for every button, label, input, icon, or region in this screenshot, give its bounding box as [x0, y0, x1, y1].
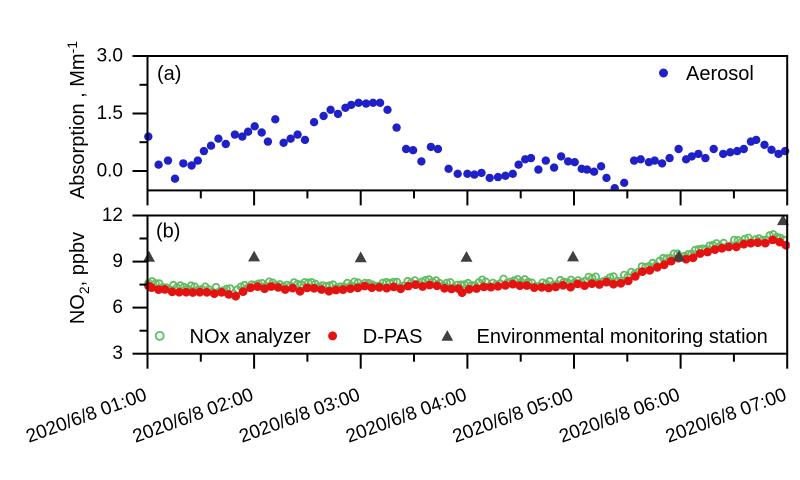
svg-text:12: 12: [102, 205, 123, 226]
svg-text:1.5: 1.5: [97, 103, 123, 124]
svg-text:NO2, ppbv: NO2, ppbv: [67, 232, 92, 324]
svg-text:(b): (b): [156, 221, 180, 243]
svg-text:9: 9: [112, 251, 123, 272]
svg-text:Aerosol: Aerosol: [686, 63, 754, 85]
svg-text:NOx analyzer: NOx analyzer: [190, 326, 311, 348]
svg-text:3: 3: [112, 343, 123, 364]
svg-text:0.0: 0.0: [97, 161, 123, 182]
svg-text:Environmental monitoring stati: Environmental monitoring station: [477, 326, 768, 348]
svg-text:D-PAS: D-PAS: [363, 326, 423, 348]
svg-text:(a): (a): [157, 63, 181, 85]
svg-text:3.0: 3.0: [97, 46, 123, 67]
svg-text:6: 6: [112, 297, 123, 318]
svg-text:Absorption , Mm-1: Absorption , Mm-1: [64, 41, 89, 199]
